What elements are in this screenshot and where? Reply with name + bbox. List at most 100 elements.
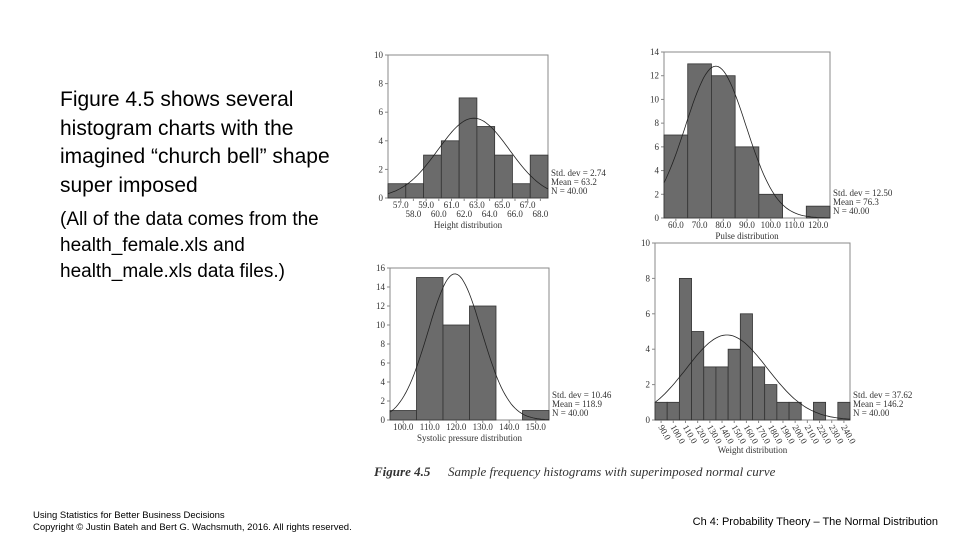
histogram-bar: [764, 384, 778, 421]
y-tick-label: 8: [379, 79, 384, 89]
normal-curve: [654, 334, 851, 420]
histogram-bar: [788, 401, 802, 421]
histogram-bar: [776, 401, 790, 421]
y-tick-label: 2: [646, 380, 651, 390]
histogram-bar: [663, 134, 689, 219]
y-tick-label: 6: [381, 358, 386, 368]
y-tick-label: 4: [379, 136, 384, 146]
footer-left: Using Statistics for Better Business Dec…: [33, 510, 352, 534]
histogram-bar: [529, 154, 549, 199]
histogram-bar: [805, 205, 831, 219]
x-axis-label: Weight distribution: [718, 445, 788, 455]
x-tick-label: 60.0: [431, 209, 447, 219]
histogram-bar: [752, 366, 766, 421]
y-tick-label: 6: [655, 142, 660, 152]
y-tick-label: 12: [376, 301, 385, 311]
x-tick-label: 66.0: [507, 209, 523, 219]
bullet-text: (All of the data comes from the health_f…: [60, 209, 319, 282]
histogram-bar: [758, 193, 783, 219]
stats-label: N = 40.00: [853, 408, 890, 418]
y-tick-label: 2: [655, 189, 660, 199]
footer-line: Using Statistics for Better Business Dec…: [33, 510, 225, 521]
histogram-bar: [442, 324, 470, 421]
x-tick-label: 120.0: [808, 220, 829, 230]
histogram-bar: [440, 140, 460, 199]
histogram-bar: [458, 97, 478, 199]
x-tick-label: 100.0: [761, 220, 782, 230]
stats-label: N = 40.00: [833, 206, 870, 216]
x-tick-label: 68.0: [533, 209, 549, 219]
histogram-bar: [512, 183, 531, 199]
footer-right: Ch 4: Probability Theory – The Normal Di…: [692, 516, 938, 528]
y-tick-label: 10: [374, 50, 384, 60]
y-tick-label: 2: [379, 164, 384, 174]
histogram-bar: [423, 154, 442, 199]
y-tick-label: 8: [646, 273, 651, 283]
y-tick-label: 10: [641, 238, 651, 248]
histogram-bar: [727, 348, 741, 421]
histogram-bar: [494, 154, 513, 199]
figure-caption-label: Figure 4.5: [373, 464, 431, 479]
histogram-bar: [405, 183, 424, 199]
stats-label: N = 40.00: [552, 408, 589, 418]
stats-label: Std. dev = 2.74: [551, 168, 606, 178]
y-tick-label: 8: [381, 339, 386, 349]
x-tick-label: 150.0: [526, 422, 547, 432]
histogram-bar: [476, 126, 496, 199]
histogram-bar: [813, 401, 827, 421]
x-tick-label: 62.0: [456, 209, 472, 219]
histogram-bar: [416, 277, 444, 421]
figure-caption: Sample frequency histograms with superim…: [448, 464, 776, 479]
x-tick-label: 58.0: [406, 209, 422, 219]
histogram-bar: [389, 410, 417, 421]
histogram-bar: [715, 366, 729, 421]
stats-label: Mean = 118.9: [552, 399, 602, 409]
stats-label: Mean = 63.2: [551, 177, 597, 187]
x-tick-label: 110.0: [784, 220, 804, 230]
y-tick-label: 14: [376, 282, 386, 292]
y-tick-label: 0: [646, 415, 651, 425]
y-tick-label: 4: [646, 344, 651, 354]
y-tick-label: 4: [381, 377, 386, 387]
y-tick-label: 8: [655, 118, 660, 128]
histogram-bar: [837, 401, 851, 421]
histogram-bar: [734, 146, 760, 219]
normal-curve: [387, 117, 549, 194]
histogram-bar: [711, 75, 736, 219]
x-tick-label: 80.0: [715, 220, 731, 230]
y-tick-label: 10: [650, 94, 660, 104]
x-tick-label: 63.0: [469, 200, 485, 210]
y-tick-label: 2: [381, 396, 386, 406]
x-tick-label: 64.0: [482, 209, 498, 219]
histogram-bar: [666, 401, 680, 421]
histogram-bar: [739, 313, 753, 421]
y-tick-label: 14: [650, 47, 660, 57]
y-tick-label: 4: [655, 166, 660, 176]
x-tick-label: 57.0: [393, 200, 409, 210]
stats-label: Std. dev = 12.50: [833, 188, 893, 198]
y-tick-label: 0: [379, 193, 384, 203]
x-tick-label: 60.0: [668, 220, 684, 230]
x-tick-label: 65.0: [494, 200, 510, 210]
x-tick-label: 130.0: [473, 422, 494, 432]
x-axis-label: Pulse distribution: [715, 231, 779, 241]
x-axis-label: Height distribution: [434, 220, 503, 230]
x-tick-label: 67.0: [520, 200, 536, 210]
histogram-bar: [678, 277, 692, 421]
stats-label: Mean = 76.3: [833, 197, 879, 207]
y-tick-label: 16: [376, 263, 386, 273]
y-tick-label: 0: [655, 213, 660, 223]
x-tick-label: 59.0: [418, 200, 434, 210]
stats-label: N = 40.00: [551, 186, 588, 196]
histogram-bar: [703, 366, 717, 421]
normal-curve: [389, 273, 550, 421]
x-tick-label: 110.0: [420, 422, 440, 432]
x-axis-label: Systolic pressure distribution: [417, 433, 522, 443]
histogram-bar: [691, 331, 705, 421]
histogram-bar: [387, 183, 407, 199]
stats-label: Std. dev = 37.62: [853, 390, 912, 400]
y-tick-label: 6: [646, 309, 651, 319]
footer-line: Copyright © Justin Bateh and Bert G. Wac…: [33, 522, 352, 533]
